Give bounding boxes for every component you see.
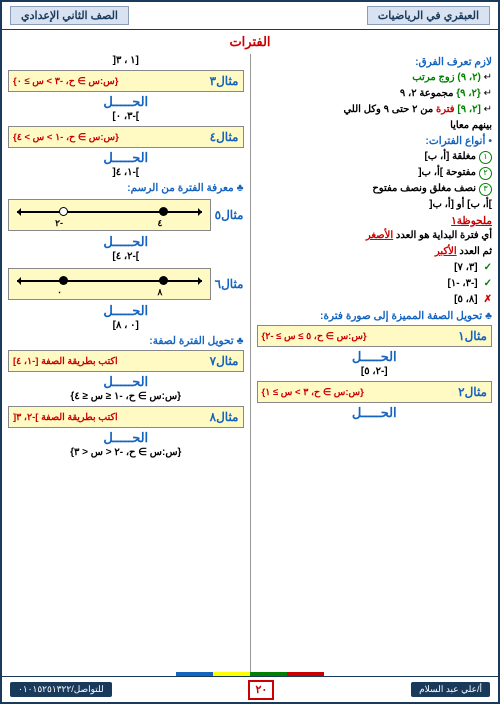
type3b: ]أ، ب] أو [أ، ب[ xyxy=(257,197,493,212)
answer0: [١ ، ٣[ xyxy=(8,55,244,66)
heading-from-draw: ♣ معرفة الفترة من الرسم: xyxy=(8,182,244,194)
answer1: [-٢، ٥] xyxy=(257,366,493,377)
solution-label2: الحـــــل xyxy=(257,405,493,421)
page-number: ٢٠ xyxy=(248,680,274,700)
note-text: أي فترة البداية هو العدد الأصغر xyxy=(257,228,493,243)
example7: مثال٧اكتب بطريقة الصفة [-١، ٤] xyxy=(8,350,244,372)
heading-types: • أنواع الفترات: xyxy=(257,135,493,147)
type3: ٣نصف مغلق ونصف مفتوح xyxy=(257,181,493,196)
contact: للتواصل/٠١٠١٥٢٥١٣٢٢ xyxy=(10,682,112,697)
line1: ↵ (٢، ٩) زوج مرتب xyxy=(257,70,493,85)
line2: ↵ {٢، ٩} مجموعة ٢، ٩ xyxy=(257,86,493,101)
type2: ٢مفتوحة ]أ، ب[ xyxy=(257,165,493,180)
note-text2: ثم العدد الأكبر xyxy=(257,244,493,259)
answer3: ]-٣، ٠] xyxy=(8,111,244,122)
header-left: الصف الثاني الإعدادي xyxy=(10,6,129,25)
heading-diff: لازم تعرف الفرق: xyxy=(257,56,493,68)
example8: مثال٨اكتب بطريقة الصفة ]-٢، ٣[ xyxy=(8,406,244,428)
example4: مثال٤{س:س ∋ ح، -١ > س > ٤} xyxy=(8,126,244,148)
author: أ/علي عبد السلام xyxy=(411,682,490,697)
content: لازم تعرف الفرق: ↵ (٢، ٩) زوج مرتب ↵ {٢،… xyxy=(2,54,498,674)
solution-label8: الحـــــل xyxy=(8,430,244,446)
heading-convert: ♣ تحويل الصفة المميزة إلى صورة فترة: xyxy=(257,310,493,322)
numberline6: ٠ ٨ xyxy=(8,268,211,300)
solution-label6: الحـــــل xyxy=(8,303,244,319)
line3: ↵ [٢، ٩] فترة من ٢ حتى ٩ وكل اللي xyxy=(257,102,493,117)
answer4: ]-١، ٤[ xyxy=(8,167,244,178)
note-heading: ملحوظة١ xyxy=(257,215,493,227)
interval2: ✓[-٣، -١] xyxy=(257,276,493,291)
header: العبقري في الرياضيات الصف الثاني الإعداد… xyxy=(2,2,498,30)
answer7: {س:س ∋ ح، -١ ≤ س ≤ ٤} xyxy=(8,391,244,402)
solution-label: الحـــــل xyxy=(257,349,493,365)
solution-label3: الحـــــل xyxy=(8,94,244,110)
type1: ١مغلقة [أ، ب] xyxy=(257,149,493,164)
numberline5: -٢ ٤ xyxy=(8,199,211,231)
example1: مثال١{س:س ∋ ح، ٥ ≥ س ≥ -٢} xyxy=(257,325,493,347)
interval1: ✓[٣، ٧] xyxy=(257,260,493,275)
answer6: [٠ ، ٨] xyxy=(8,320,244,331)
ex5-label: مثال٥ xyxy=(215,208,244,222)
right-column: لازم تعرف الفرق: ↵ (٢، ٩) زوج مرتب ↵ {٢،… xyxy=(250,54,499,674)
heading-to-set: ♣ تحويل الفترة لصفة: xyxy=(8,335,244,347)
example3: مثال٣{س:س ∋ ح، -٣ > س ≥ ٠} xyxy=(8,70,244,92)
header-right: العبقري في الرياضيات xyxy=(367,6,490,25)
footer: أ/علي عبد السلام ٢٠ للتواصل/٠١٠١٥٢٥١٣٢٢ xyxy=(2,676,498,702)
solution-label5: الحـــــل xyxy=(8,234,244,250)
solution-label7: الحـــــل xyxy=(8,374,244,390)
interval3: ✗[٨، ٥] xyxy=(257,292,493,307)
answer8: {س:س ∋ ح، -٢ < س < ٣} xyxy=(8,447,244,458)
left-column: [١ ، ٣[ مثال٣{س:س ∋ ح، -٣ > س ≥ ٠} الحــ… xyxy=(2,54,250,674)
page-title: الفترات xyxy=(2,34,498,50)
solution-label4: الحـــــل xyxy=(8,150,244,166)
line3b: بينهم معايا xyxy=(257,118,493,133)
answer5: ]-٢، ٤] xyxy=(8,251,244,262)
ex6-label: مثال٦ xyxy=(215,277,244,291)
example2: مثال٢{س:س ∋ ح، ٣ > س ≥ ١} xyxy=(257,381,493,403)
